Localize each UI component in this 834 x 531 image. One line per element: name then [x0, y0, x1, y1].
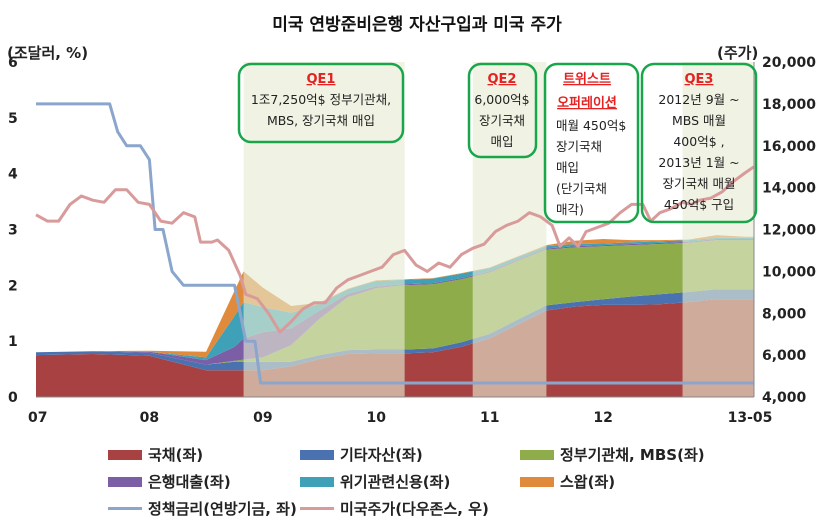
- qe3-text-1: MBS 매월: [672, 113, 726, 128]
- twist-text-4: 매각): [556, 202, 584, 217]
- right-axis-unit: (주가): [717, 44, 759, 62]
- x-tick-0: 07: [28, 410, 47, 426]
- legend-line-policy-rate: [108, 507, 142, 510]
- twist-label-1: 오퍼레이션: [557, 95, 617, 111]
- qe2-text-0: 6,000억$: [474, 92, 529, 107]
- qe3-text-0: 2012년 9월 ~: [658, 92, 739, 107]
- qe3-text-4: 장기국채 매월: [663, 176, 736, 191]
- right-tick-2: 8,000: [762, 306, 807, 322]
- legend-label-other-assets: 기타자산(좌): [340, 446, 423, 464]
- right-tick-3: 10,000: [762, 264, 816, 280]
- legend-item-policy-rate: 정책금리(연방기금, 좌): [108, 498, 297, 519]
- twist-text-3: (단기국채: [556, 181, 607, 196]
- right-tick-8: 20,000: [762, 55, 816, 71]
- qe2-label: QE2: [488, 72, 517, 87]
- x-tick-6: 13-05: [728, 410, 773, 426]
- x-tick-5: 12: [593, 410, 612, 426]
- qe2-box: [467, 62, 538, 159]
- legend-swatch-agency-mbs: [520, 449, 554, 460]
- twist-text-0: 매월 450억$: [556, 118, 626, 133]
- legend-label-agency-mbs: 정부기관채, MBS(좌): [560, 446, 705, 464]
- qe1-box: [237, 62, 405, 144]
- legend-item-other-assets: 기타자산(좌): [300, 444, 423, 465]
- right-tick-4: 12,000: [762, 223, 816, 239]
- twist-box: [543, 62, 640, 224]
- legend-line-stock-price: [300, 507, 334, 510]
- legend-item-agency-mbs: 정부기관채, MBS(좌): [520, 444, 705, 465]
- qe3-text-2: 400억$ ,: [673, 134, 724, 149]
- shaded-period-0: [243, 62, 405, 397]
- legend-label-swap: 스왑(좌): [560, 473, 616, 491]
- legend-item-treasury: 국채(좌): [108, 444, 203, 465]
- left-tick-4: 4: [8, 167, 18, 183]
- left-axis-unit: (조달러, %): [7, 44, 89, 62]
- x-tick-1: 08: [140, 410, 159, 426]
- qe3-box: [640, 62, 758, 224]
- right-tick-6: 16,000: [762, 139, 816, 155]
- x-tick-3: 10: [367, 410, 387, 426]
- right-tick-0: 4,000: [762, 390, 807, 406]
- legend-swatch-other-assets: [300, 449, 334, 460]
- shaded-period-1: [472, 62, 547, 397]
- left-tick-2: 2: [8, 278, 18, 294]
- qe2-text-1: 장기국채: [479, 113, 525, 128]
- legend-item-bank-loans: 은행대출(좌): [108, 471, 231, 492]
- qe3-text-3: 2013년 1월 ~: [658, 155, 739, 170]
- legend-item-crisis-credit: 위기관련신용(좌): [300, 471, 450, 492]
- chart-title: 미국 연방준비은행 자산구입과 미국 주가: [272, 15, 562, 35]
- area-series-1: [36, 289, 754, 371]
- legend-item-stock-price: 미국주가(다우존스, 우): [300, 498, 489, 519]
- legend-label-stock-price: 미국주가(다우존스, 우): [340, 500, 489, 518]
- legend-label-bank-loans: 은행대출(좌): [148, 473, 231, 491]
- line-series-0: [36, 102, 754, 385]
- qe1-text-0: 1조7,250억$ 정부기관채,: [251, 92, 391, 107]
- qe3-text-5: 450억$ 구입: [664, 197, 734, 212]
- qe2-text-2: 매입: [490, 134, 513, 149]
- left-tick-0: 0: [8, 390, 18, 406]
- twist-text-1: 장기국채: [556, 139, 602, 154]
- area-series-0: [36, 299, 754, 397]
- qe3-label: QE3: [685, 72, 714, 87]
- left-tick-5: 5: [8, 111, 18, 127]
- x-tick-4: 11: [480, 410, 499, 426]
- legend-swatch-swap: [520, 476, 554, 487]
- left-tick-6: 6: [8, 55, 18, 71]
- legend-swatch-bank-loans: [108, 476, 142, 487]
- right-tick-7: 18,000: [762, 97, 816, 113]
- left-tick-3: 3: [8, 223, 18, 239]
- legend-swatch-treasury: [108, 449, 142, 460]
- shaded-period-2: [682, 62, 754, 397]
- twist-text-2: 매입: [556, 160, 579, 175]
- x-tick-2: 09: [253, 410, 272, 426]
- legend-label-policy-rate: 정책금리(연방기금, 좌): [148, 500, 297, 518]
- legend-label-treasury: 국채(좌): [148, 446, 204, 464]
- qe1-label: QE1: [307, 72, 336, 87]
- right-tick-5: 14,000: [762, 181, 816, 197]
- left-tick-1: 1: [8, 334, 18, 350]
- legend-swatch-crisis-credit: [300, 476, 334, 487]
- legend-label-crisis-credit: 위기관련신용(좌): [340, 473, 451, 491]
- qe1-text-1: MBS, 장기국채 매입: [267, 113, 375, 128]
- twist-label-0: 트위스트: [563, 72, 611, 87]
- legend-item-swap: 스왑(좌): [520, 471, 615, 492]
- right-tick-1: 6,000: [762, 348, 807, 364]
